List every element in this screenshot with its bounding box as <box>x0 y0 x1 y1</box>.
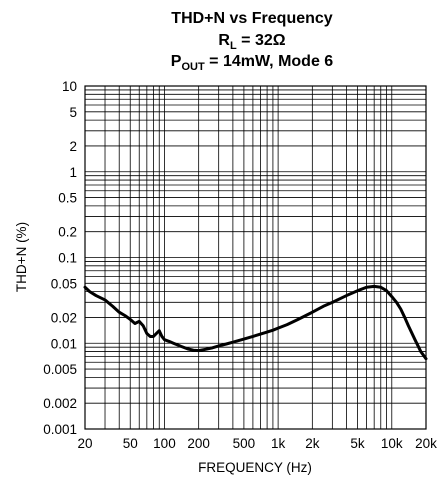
y-tick-label: 10 <box>62 79 77 94</box>
x-tick-label: 20 <box>77 436 92 451</box>
y-tick-label: 0.2 <box>58 225 77 240</box>
y-tick-label: 1 <box>69 165 77 180</box>
chart-title-line1: THD+N vs Frequency <box>171 10 332 27</box>
y-tick-label: 0.02 <box>51 310 77 325</box>
y-tick-label: 0.1 <box>58 251 77 266</box>
y-tick-label: 0.5 <box>58 191 77 206</box>
x-tick-label: 2k <box>305 436 320 451</box>
y-tick-label: 0.005 <box>43 362 77 377</box>
x-tick-label: 100 <box>153 436 176 451</box>
x-tick-label: 500 <box>233 436 256 451</box>
y-tick-label: 5 <box>69 105 77 120</box>
thd-n-curve <box>83 284 428 361</box>
grid <box>84 85 427 430</box>
x-axis-label: FREQUENCY (Hz) <box>198 460 312 475</box>
x-tick-label: 200 <box>187 436 210 451</box>
x-tick-label: 50 <box>123 436 138 451</box>
chart-title-line3: POUT = 14mW, Mode 6 <box>171 53 333 73</box>
y-tick-label: 0.002 <box>43 396 77 411</box>
x-tick-label: 20k <box>415 436 437 451</box>
plot-frame <box>84 85 427 430</box>
x-tick-label: 10k <box>381 436 403 451</box>
x-tick-label: 1k <box>271 436 286 451</box>
y-tick-label: 0.001 <box>43 422 77 437</box>
y-tick-label: 0.01 <box>51 336 77 351</box>
x-tick-label: 5k <box>350 436 365 451</box>
y-axis-label: THD+N (%) <box>14 222 29 292</box>
y-tick-label: 2 <box>69 139 77 154</box>
tick-labels: 20 50 100 200 500 1k 2k 5k 10k 20k 10 5 2 1 0.5 0.2 0.1 0… <box>43 79 437 451</box>
chart-title-line2: RL = 32Ω <box>218 32 285 52</box>
y-tick-label: 0.05 <box>51 276 77 291</box>
